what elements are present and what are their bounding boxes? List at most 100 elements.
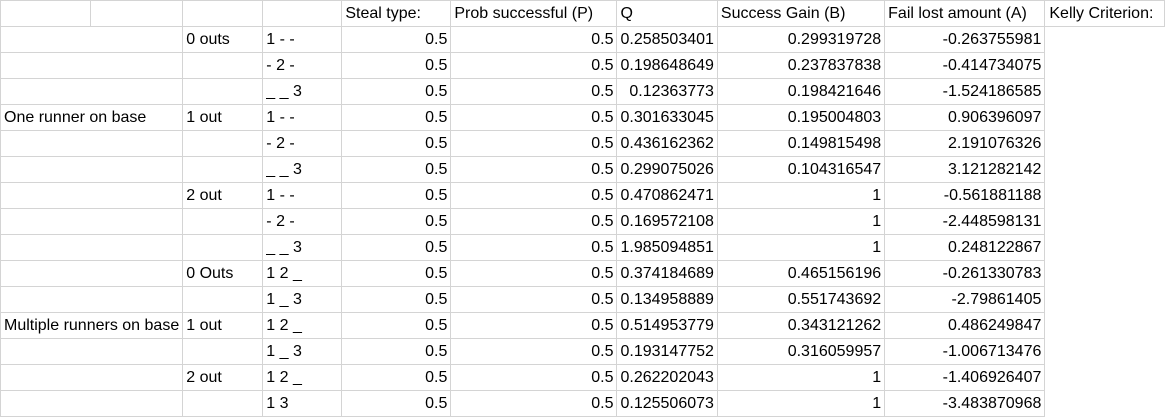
- prob-cell[interactable]: 0.5: [341, 390, 452, 417]
- group-label-cell[interactable]: [0, 156, 184, 183]
- group-label-cell[interactable]: [0, 390, 184, 417]
- cell[interactable]: [90, 0, 184, 27]
- kelly-cell[interactable]: -0.414734075: [884, 52, 1046, 79]
- kelly-cell[interactable]: -2.79861405: [884, 286, 1046, 313]
- fail-lost-cell[interactable]: 0.316059957: [716, 338, 886, 365]
- group-label-cell[interactable]: [0, 208, 184, 235]
- success-gain-cell[interactable]: 0.125506073: [616, 390, 718, 417]
- success-gain-cell[interactable]: 1.985094851: [616, 234, 718, 261]
- q-cell[interactable]: 0.5: [450, 104, 618, 131]
- group-label-cell[interactable]: [0, 52, 184, 79]
- fail-lost-cell[interactable]: 0.465156196: [716, 260, 886, 287]
- kelly-cell[interactable]: -2.448598131: [884, 208, 1046, 235]
- group-label-cell[interactable]: [0, 78, 184, 105]
- outs-cell[interactable]: [182, 390, 264, 417]
- q-cell[interactable]: 0.5: [450, 338, 618, 365]
- fail-lost-cell[interactable]: 0.299319728: [716, 26, 886, 53]
- steal-type-cell[interactable]: 1 _ 3: [262, 286, 343, 313]
- outs-cell[interactable]: [182, 208, 264, 235]
- success-gain-cell[interactable]: 0.169572108: [616, 208, 718, 235]
- success-gain-cell[interactable]: 0.258503401: [616, 26, 718, 53]
- success-gain-cell[interactable]: 0.262202043: [616, 364, 718, 391]
- q-cell[interactable]: 0.5: [450, 234, 618, 261]
- q-cell[interactable]: 0.5: [450, 182, 618, 209]
- kelly-cell[interactable]: -0.561881188: [884, 182, 1046, 209]
- steal-type-cell[interactable]: - 2 -: [262, 208, 343, 235]
- group-label-cell[interactable]: [0, 26, 184, 53]
- fail-lost-cell[interactable]: 1: [716, 208, 886, 235]
- prob-successful-header[interactable]: Prob successful (P): [450, 0, 618, 27]
- fail-lost-cell[interactable]: 1: [716, 182, 886, 209]
- steal-type-cell[interactable]: _ _ 3: [262, 234, 343, 261]
- fail-lost-cell[interactable]: 0.149815498: [716, 130, 886, 157]
- prob-cell[interactable]: 0.5: [341, 364, 452, 391]
- outs-cell[interactable]: 2 out: [182, 364, 264, 391]
- prob-cell[interactable]: 0.5: [341, 130, 452, 157]
- group-label-cell[interactable]: [0, 182, 184, 209]
- q-cell[interactable]: 0.5: [450, 312, 618, 339]
- success-gain-cell[interactable]: 0.134958889: [616, 286, 718, 313]
- steal-type-cell[interactable]: 1 2 _: [262, 260, 343, 287]
- outs-cell[interactable]: 0 Outs: [182, 260, 264, 287]
- fail-lost-cell[interactable]: 0.237837838: [716, 52, 886, 79]
- q-cell[interactable]: 0.5: [450, 26, 618, 53]
- q-cell[interactable]: 0.5: [450, 286, 618, 313]
- fail-lost-cell[interactable]: 0.104316547: [716, 156, 886, 183]
- prob-cell[interactable]: 0.5: [341, 78, 452, 105]
- prob-cell[interactable]: 0.5: [341, 208, 452, 235]
- outs-cell[interactable]: [182, 78, 264, 105]
- outs-cell[interactable]: [182, 52, 264, 79]
- group-label-cell[interactable]: [0, 364, 184, 391]
- fail-lost-cell[interactable]: 1: [716, 234, 886, 261]
- kelly-cell[interactable]: -0.261330783: [884, 260, 1046, 287]
- kelly-cell[interactable]: 0.906396097: [884, 104, 1046, 131]
- q-cell[interactable]: 0.5: [450, 208, 618, 235]
- success-gain-header[interactable]: Success Gain (B): [716, 0, 886, 27]
- kelly-cell[interactable]: -0.263755981: [884, 26, 1046, 53]
- q-cell[interactable]: 0.5: [450, 52, 618, 79]
- prob-cell[interactable]: 0.5: [341, 312, 452, 339]
- steal-type-cell[interactable]: 1 _ 3: [262, 338, 343, 365]
- success-gain-cell[interactable]: 0.470862471: [616, 182, 718, 209]
- steal-type-cell[interactable]: - 2 -: [262, 130, 343, 157]
- steal-type-cell[interactable]: _ _ 3: [262, 78, 343, 105]
- steal-type-cell[interactable]: 1 2 _: [262, 312, 343, 339]
- prob-cell[interactable]: 0.5: [341, 234, 452, 261]
- kelly-criterion-header[interactable]: Kelly Criterion:: [1044, 0, 1165, 27]
- fail-lost-cell[interactable]: 0.198421646: [716, 78, 886, 105]
- fail-lost-cell[interactable]: 0.343121262: [716, 312, 886, 339]
- prob-cell[interactable]: 0.5: [341, 260, 452, 287]
- q-header[interactable]: Q: [616, 0, 718, 27]
- prob-cell[interactable]: 0.5: [341, 286, 452, 313]
- outs-cell[interactable]: 2 out: [182, 182, 264, 209]
- outs-cell[interactable]: 1 out: [182, 104, 264, 131]
- success-gain-cell[interactable]: 0.299075026: [616, 156, 718, 183]
- kelly-cell[interactable]: -1.406926407: [884, 364, 1046, 391]
- cell[interactable]: [0, 0, 92, 27]
- success-gain-cell[interactable]: 0.514953779: [616, 312, 718, 339]
- fail-lost-cell[interactable]: 1: [716, 390, 886, 417]
- prob-cell[interactable]: 0.5: [341, 52, 452, 79]
- q-cell[interactable]: 0.5: [450, 78, 618, 105]
- steal-type-cell[interactable]: _ _ 3: [262, 156, 343, 183]
- kelly-cell[interactable]: 2.191076326: [884, 130, 1046, 157]
- group-label-cell[interactable]: [0, 234, 184, 261]
- prob-cell[interactable]: 0.5: [341, 156, 452, 183]
- fail-lost-cell[interactable]: 1: [716, 364, 886, 391]
- fail-lost-amount-header[interactable]: Fail lost amount (A): [884, 0, 1046, 27]
- kelly-cell[interactable]: 3.121282142: [884, 156, 1046, 183]
- q-cell[interactable]: 0.5: [450, 156, 618, 183]
- fail-lost-cell[interactable]: 0.195004803: [716, 104, 886, 131]
- group-label-cell[interactable]: Multiple runners on base: [0, 312, 184, 339]
- kelly-cell[interactable]: 0.486249847: [884, 312, 1046, 339]
- steal-type-cell[interactable]: - 2 -: [262, 52, 343, 79]
- outs-cell[interactable]: 1 out: [182, 312, 264, 339]
- group-label-cell[interactable]: [0, 130, 184, 157]
- group-label-cell[interactable]: [0, 286, 184, 313]
- outs-cell[interactable]: [182, 156, 264, 183]
- success-gain-cell[interactable]: 0.12363773: [616, 78, 718, 105]
- success-gain-cell[interactable]: 0.301633045: [616, 104, 718, 131]
- kelly-cell[interactable]: -3.483870968: [884, 390, 1046, 417]
- group-label-cell[interactable]: [0, 338, 184, 365]
- outs-cell[interactable]: [182, 338, 264, 365]
